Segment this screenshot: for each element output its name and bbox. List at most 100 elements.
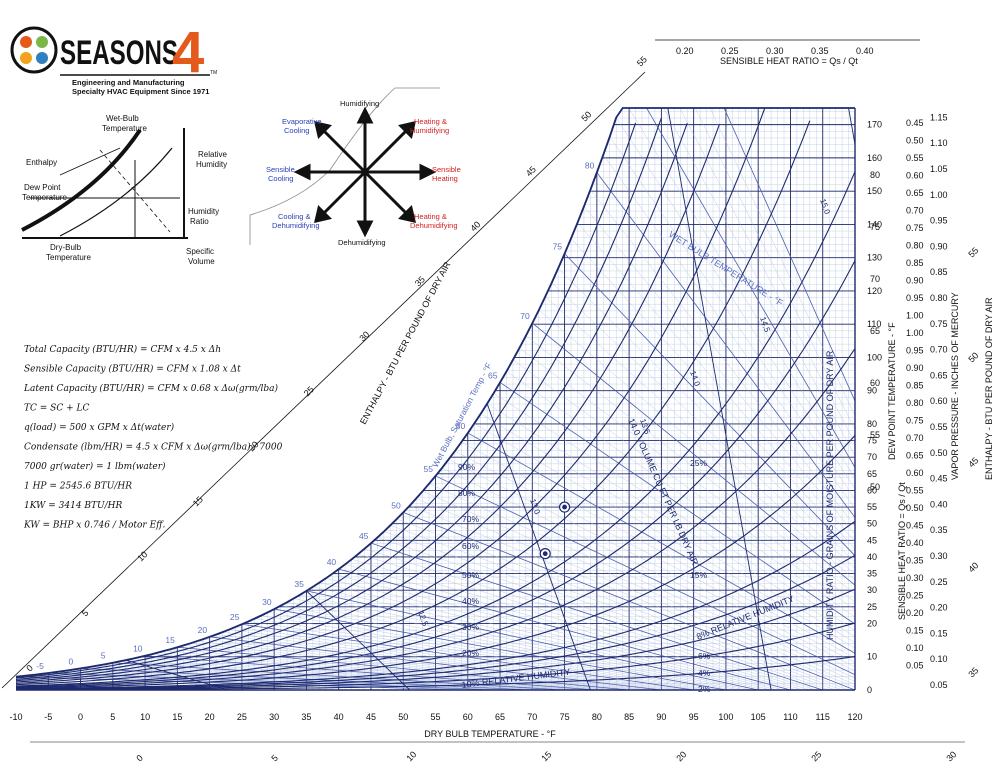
- process-dehumidifying: Dehumidifying: [338, 238, 386, 247]
- gear-icon: [10, 26, 58, 74]
- brand-tm: TM: [210, 70, 217, 76]
- wet-bulb-line: [203, 638, 655, 690]
- enthalpy-scale-line: [1, 71, 646, 689]
- legend-humidity: Humidity: [188, 207, 219, 216]
- saturation-label: Wet Bulb, Saturation Temp - °F: [430, 361, 494, 469]
- shr-right-tick: 0.75: [906, 223, 924, 233]
- x-tick-label: 35: [301, 712, 311, 722]
- wet-bulb-line: [474, 423, 855, 690]
- y-tick-label: 130: [867, 253, 882, 263]
- wet-bulb-line: [557, 268, 855, 690]
- shr-top-tick: 0.25: [721, 46, 739, 56]
- shr-right-label: SENSIBLE HEAT RATIO = Qs / Qt: [897, 482, 907, 620]
- specific-volume-tick: 15.0: [818, 198, 832, 216]
- enthalpy-tick: 5: [80, 608, 91, 619]
- shr-right-tick: 0.45: [906, 521, 924, 531]
- rh-label: 40%: [462, 596, 479, 606]
- rh-label: 60%: [462, 541, 479, 551]
- x-tick-label: 5: [110, 712, 115, 722]
- legend-dry-bulb-2: Temperature: [46, 253, 91, 262]
- rh-label: 70%: [462, 514, 479, 524]
- vapor-pressure-tick: 0.80: [930, 293, 948, 303]
- wet-bulb-line: [506, 371, 855, 690]
- brand-name: SEASONS: [60, 34, 178, 72]
- wet-bulb-label: 45: [359, 531, 369, 541]
- rh-label: 2%: [698, 684, 711, 694]
- x-tick-label: 90: [656, 712, 666, 722]
- saturation-curve: [15, 107, 855, 678]
- wet-bulb-line: [622, 108, 855, 690]
- x-tick-label: -10: [9, 712, 22, 722]
- x-axis-label: DRY BULB TEMPERATURE - °F: [424, 729, 556, 739]
- wet-bulb-line: [525, 335, 855, 690]
- vapor-pressure-tick: 0.05: [930, 680, 948, 690]
- dew-point-tick: 65: [870, 326, 880, 336]
- shr-right-tick: 0.80: [906, 241, 924, 251]
- chart-overlay: -10 -5 0 5 10 15 20 25 30 35 40 45 50 55 60 65 70 75 80 85 9…: [1, 39, 994, 763]
- rh-curve-90: [16, 122, 637, 679]
- shr-right-tick: 0.50: [906, 503, 924, 513]
- brand-tagline-1: Engineering and Manufacturing: [72, 78, 185, 87]
- enthalpy-tick: 55: [635, 54, 649, 68]
- y-tick-label: 70: [867, 452, 877, 462]
- specific-volume-tick: 14.5: [758, 316, 772, 334]
- wet-bulb-line: [635, 108, 855, 690]
- rh-curve-50: [16, 108, 766, 684]
- dew-point-tick: 50: [870, 482, 880, 492]
- vapor-pressure-tick: 1.00: [930, 190, 948, 200]
- legend-dew-point: Dew Point: [24, 183, 61, 192]
- bottom-enthalpy-tick: 25: [809, 749, 823, 763]
- wet-bulb-line: [454, 450, 855, 690]
- legend-specific-2: Volume: [188, 257, 215, 266]
- wet-bulb-line: [641, 108, 855, 690]
- right-enthalpy-tick: 50: [966, 350, 980, 364]
- wet-bulb-line: [435, 475, 855, 690]
- enthalpy-tick: 40: [468, 219, 482, 233]
- rh-curve-60: [16, 123, 721, 683]
- vapor-pressure-tick: 1.10: [930, 138, 948, 148]
- shr-right-tick: 0.95: [906, 293, 924, 303]
- formula-3: TC = SC + LC: [24, 404, 89, 414]
- dew-point-tick: 55: [870, 430, 880, 440]
- process-diagram: Humidifying Dehumidifying Evaporative Co…: [249, 87, 461, 247]
- x-tick-label: 25: [237, 712, 247, 722]
- y-tick-label: 170: [867, 120, 882, 130]
- y-tick-label: 120: [867, 286, 882, 296]
- y-tick-label: 10: [867, 652, 877, 662]
- x-tick-label: 45: [366, 712, 376, 722]
- formula-8: 1KW = 3414 BTU/HR: [24, 501, 122, 511]
- y-tick-label: 60: [867, 485, 877, 495]
- wet-bulb-line: [538, 309, 855, 690]
- wet-bulb-label: 80: [585, 161, 595, 171]
- brand-logo: SEASONS 4 TM Engineering and Manufacturi…: [10, 20, 217, 96]
- bottom-enthalpy-tick: 20: [674, 749, 688, 763]
- legend-wet-bulb: Wet-Bulb: [106, 114, 139, 123]
- enthalpy-tick: 35: [413, 274, 427, 288]
- wet-bulb-line: [590, 189, 855, 690]
- legend-specific: Specific: [186, 247, 214, 256]
- rh-curve-10: [16, 520, 855, 690]
- x-tick-label: 30: [269, 712, 279, 722]
- wet-bulb-line: [512, 359, 855, 690]
- vapor-pressure-tick: 0.65: [930, 370, 948, 380]
- bottom-enthalpy-tick: 15: [539, 749, 553, 763]
- specific-volume-tick: 12.5: [416, 610, 430, 628]
- rh-curve-80: [16, 117, 662, 680]
- wet-bulb-line: [654, 108, 855, 690]
- x-tick-label: 10: [140, 712, 150, 722]
- rh-curve-20: [16, 348, 855, 688]
- dew-point-tick: 70: [870, 274, 880, 284]
- x-tick-label: 115: [816, 712, 830, 722]
- rh-label: 6%: [698, 651, 711, 661]
- legend-dry-bulb: Dry-Bulb: [50, 243, 82, 252]
- y-tick-label: 0: [867, 685, 872, 695]
- vapor-pressure-tick: 0.95: [930, 216, 948, 226]
- wet-bulb-line: [519, 347, 855, 690]
- rh-label: 90%: [458, 462, 475, 472]
- wet-bulb-line: [545, 296, 855, 690]
- wet-bulb-line: [312, 586, 765, 690]
- wet-bulb-line: [596, 172, 855, 690]
- vapor-pressure-tick: 0.35: [930, 525, 948, 535]
- wet-bulb-label: 25: [230, 612, 240, 622]
- y-tick-label: 160: [867, 153, 882, 163]
